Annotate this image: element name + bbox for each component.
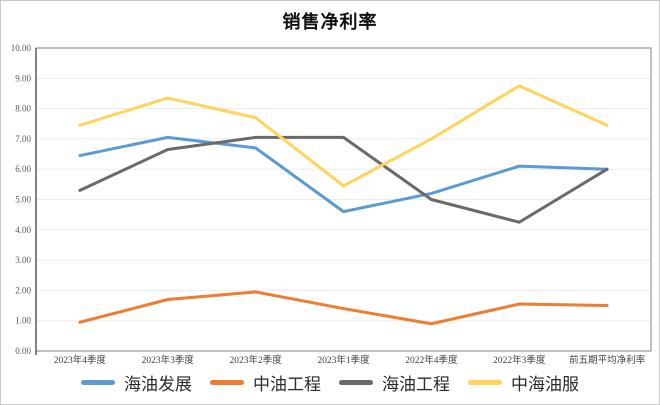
y-axis-tick-label: 3.00 (15, 255, 31, 265)
y-axis-tick-label: 7.00 (15, 134, 31, 144)
legend-item-0: 海油发展 (81, 370, 192, 395)
y-axis-tick-label: 4.00 (15, 225, 31, 235)
legend-item-3: 中海油服 (468, 370, 579, 395)
legend-label: 中油工程 (253, 375, 321, 394)
legend-label: 中海油服 (511, 375, 579, 394)
x-axis-category-label: 2023年3季度 (142, 354, 195, 366)
chart-title: 销售净利率 (282, 12, 378, 32)
y-axis-tick-label: 10.00 (11, 43, 32, 53)
series-line-1 (78, 290, 609, 326)
legend-label: 海油工程 (382, 375, 450, 394)
y-axis-tick-label: 8.00 (15, 104, 31, 114)
y-axis-tick-label: 1.00 (15, 316, 31, 326)
x-axis-category-label: 2022年3季度 (493, 354, 546, 366)
chart-legend: 海油发展 中油工程 海油工程 中海油服 (1, 370, 659, 395)
series-line-3 (78, 84, 609, 188)
y-axis-tick-label: 6.00 (15, 164, 31, 174)
legend-item-1: 中油工程 (210, 370, 321, 395)
x-axis-category-label: 2023年1季度 (317, 354, 370, 366)
x-axis-category-label: 2023年2季度 (230, 354, 283, 366)
x-axis-category-label: 前五期平均净利率 (569, 354, 646, 366)
legend-item-2: 海油工程 (339, 370, 450, 395)
y-axis-tick-label: 0.00 (15, 346, 31, 356)
legend-line-swatch (339, 380, 373, 385)
x-axis-category-label: 2022年4季度 (405, 354, 458, 366)
y-axis-tick-label: 2.00 (15, 285, 31, 295)
y-axis-tick-label: 5.00 (15, 195, 31, 205)
legend-line-swatch (81, 380, 115, 385)
legend-label: 海油发展 (124, 375, 192, 394)
series-line-2 (78, 135, 609, 224)
legend-line-swatch (468, 380, 502, 385)
series-line-0 (78, 135, 609, 214)
y-axis-tick-label: 9.00 (15, 73, 31, 83)
x-axis-category-label: 2023年4季度 (54, 354, 107, 366)
legend-line-swatch (210, 380, 244, 385)
